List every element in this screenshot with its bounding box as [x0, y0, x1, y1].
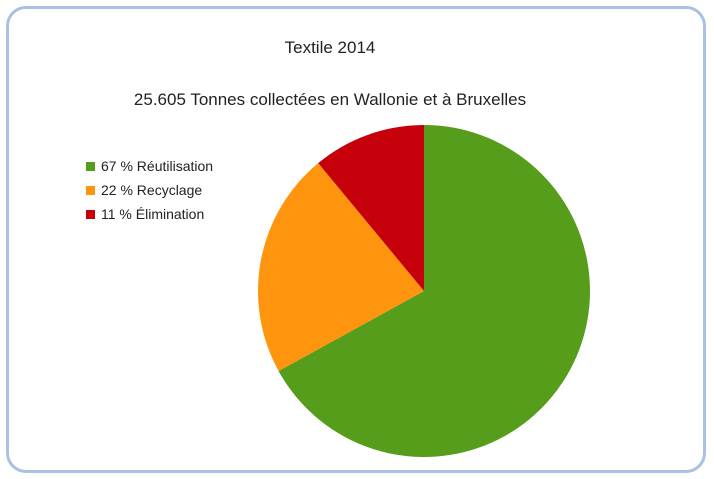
pie-slice-elimination: [318, 125, 424, 291]
legend-swatch-elimination: [86, 209, 95, 219]
pie-slice-reutilisation: [278, 125, 590, 457]
legend-swatch-recyclage: [86, 185, 95, 195]
legend-label-recyclage: 22 % Recyclage: [101, 182, 203, 198]
legend-item-recyclage: 22 % Recyclage: [86, 178, 213, 202]
legend-item-elimination: 11 % Élimination: [86, 202, 213, 226]
legend-swatch-reutilisation: [86, 161, 95, 171]
chart-title: Textile 2014: [284, 38, 376, 57]
pie-slice-recyclage: [258, 163, 424, 371]
legend-item-reutilisation: 67 % Réutilisation: [86, 154, 213, 178]
legend-label-reutilisation: 67 % Réutilisation: [101, 158, 214, 174]
legend-label-elimination: 11 % Élimination: [101, 206, 205, 222]
chart-legend: 67 % Réutilisation 22 % Recyclage 11 % É…: [86, 154, 213, 226]
chart-subtitle: 25.605 Tonnes collectées en Wallonie et …: [133, 90, 527, 109]
